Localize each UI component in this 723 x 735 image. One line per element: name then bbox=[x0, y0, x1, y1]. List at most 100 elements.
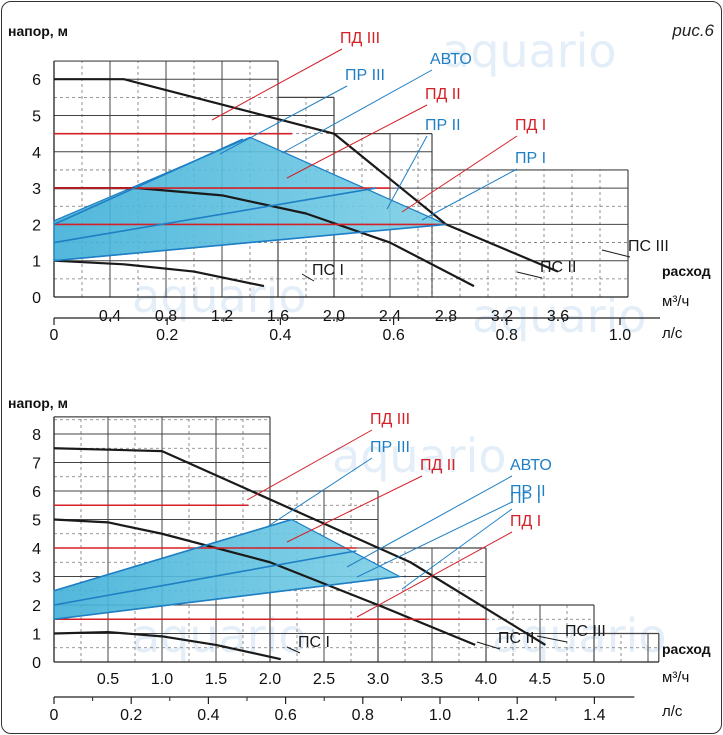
x-tick-m3h: 3.2 bbox=[491, 308, 513, 325]
x-tick-m3h: 1.6 bbox=[267, 308, 289, 325]
series-label: ПР III bbox=[370, 439, 410, 456]
x-tick-ls: 1.2 bbox=[506, 707, 528, 724]
series-label: ПС I bbox=[298, 634, 330, 651]
x-unit-ls: л/с bbox=[662, 703, 683, 720]
series-label: ПД I bbox=[510, 513, 541, 530]
series-label: ПД III bbox=[340, 30, 380, 47]
watermark-text: aquario bbox=[492, 609, 667, 663]
y-tick-label: 4 bbox=[32, 541, 41, 558]
series-label: ПР III bbox=[345, 67, 385, 84]
label-leader bbox=[356, 531, 513, 618]
series-label: ПД II bbox=[420, 457, 456, 474]
series-line-pr bbox=[53, 138, 244, 226]
label-leader bbox=[516, 271, 543, 279]
x-tick-ls: 0.6 bbox=[274, 707, 296, 724]
y-tick-label: 1 bbox=[32, 254, 41, 271]
series-label: ПР II bbox=[510, 483, 546, 500]
y-tick-label: 3 bbox=[32, 570, 41, 587]
series-label: ПР I bbox=[510, 490, 541, 507]
y-tick-label: 3 bbox=[32, 181, 41, 198]
y-tick-label: 0 bbox=[32, 655, 41, 672]
label-leader bbox=[536, 635, 568, 643]
series-label: АВТО bbox=[430, 51, 472, 68]
x-tick-ls: 0.4 bbox=[197, 707, 219, 724]
label-leader bbox=[286, 104, 428, 179]
y-tick-label: 7 bbox=[32, 456, 41, 473]
series-label: ПР II bbox=[425, 117, 461, 134]
label-leader bbox=[401, 135, 518, 213]
label-leader bbox=[281, 69, 433, 154]
label-leader bbox=[219, 85, 348, 155]
x-tick-m3h: 2.0 bbox=[259, 671, 281, 688]
series-label: ПД III bbox=[370, 411, 410, 428]
y-tick-label: 8 bbox=[32, 427, 41, 444]
series-line-pr bbox=[53, 187, 377, 244]
x-tick-m3h: 1.5 bbox=[205, 671, 227, 688]
x-tick-m3h: 3.6 bbox=[547, 308, 569, 325]
x-axis-title: расход bbox=[662, 263, 711, 279]
x-tick-m3h: 2.4 bbox=[379, 308, 401, 325]
x-unit-ls: л/с bbox=[662, 325, 683, 342]
x-tick-m3h: 3.5 bbox=[421, 671, 443, 688]
series-label: ПС I bbox=[312, 262, 344, 279]
label-leader bbox=[601, 249, 631, 258]
y-tick-label: 4 bbox=[32, 145, 41, 162]
series-label: ПС III bbox=[628, 238, 669, 255]
series-label: ПС III bbox=[565, 623, 606, 640]
series-label: ПС II bbox=[498, 630, 534, 647]
figure-label: рис.6 bbox=[671, 21, 714, 40]
watermark-text: aquario bbox=[332, 429, 507, 483]
y-tick-label: 2 bbox=[32, 598, 41, 615]
x-tick-ls: 1.0 bbox=[609, 327, 631, 344]
x-tick-ls: 1.4 bbox=[583, 707, 605, 724]
x-tick-ls: 0.8 bbox=[496, 327, 518, 344]
series-line-pr bbox=[53, 575, 400, 621]
series-line-pr bbox=[53, 223, 447, 262]
label-leader bbox=[286, 475, 423, 543]
series-line-ps bbox=[53, 630, 282, 661]
y-tick-label: 0 bbox=[32, 290, 41, 307]
x-tick-ls: 0.4 bbox=[269, 327, 291, 344]
series-label: ПД I bbox=[515, 117, 546, 134]
y-tick-label: 6 bbox=[32, 72, 41, 89]
x-tick-ls: 0.6 bbox=[382, 327, 404, 344]
x-tick-m3h: 5.0 bbox=[583, 671, 605, 688]
label-leader bbox=[421, 168, 518, 221]
label-leader bbox=[386, 135, 428, 210]
y-tick-label: 5 bbox=[32, 513, 41, 530]
x-tick-ls: 0.2 bbox=[156, 327, 178, 344]
y-tick-label: 2 bbox=[32, 217, 41, 234]
x-tick-m3h: 4.5 bbox=[529, 671, 551, 688]
x-tick-m3h: 1.0 bbox=[151, 671, 173, 688]
watermark-text: aquario bbox=[442, 24, 617, 78]
label-leader bbox=[301, 273, 315, 282]
chart-top: ПД III ПР III АВТО ПД II ПР II ПД I ПР I ПС III… bbox=[8, 23, 711, 344]
series-line-pr bbox=[53, 550, 357, 606]
series-label: ПД II bbox=[425, 86, 461, 103]
x-tick-m3h: 0.8 bbox=[155, 308, 177, 325]
y-tick-label: 5 bbox=[32, 109, 41, 126]
label-leader bbox=[346, 475, 513, 568]
watermark-text: aquario bbox=[472, 289, 647, 343]
x-unit-m3h: м³/ч bbox=[662, 293, 689, 310]
y-axis-title: напор, м bbox=[8, 23, 68, 39]
series-label: АВТО bbox=[510, 457, 552, 474]
series-label: ПР I bbox=[515, 150, 546, 167]
series-line-ps bbox=[53, 259, 265, 288]
x-tick-m3h: 3.0 bbox=[367, 671, 389, 688]
series-label: ПС II bbox=[540, 259, 576, 276]
y-tick-label: 1 bbox=[32, 627, 41, 644]
label-leader bbox=[211, 48, 343, 121]
x-tick-ls: 0.8 bbox=[352, 707, 374, 724]
x-tick-m3h: 2.8 bbox=[435, 308, 457, 325]
x-tick-ls: 0 bbox=[50, 707, 59, 724]
label-leader bbox=[476, 641, 501, 650]
x-tick-m3h: 2.0 bbox=[323, 308, 345, 325]
y-tick-label: 6 bbox=[32, 484, 41, 501]
x-tick-m3h: 4.0 bbox=[475, 671, 497, 688]
x-axis-title: расход bbox=[662, 641, 711, 657]
x-tick-ls: 0.2 bbox=[120, 707, 142, 724]
